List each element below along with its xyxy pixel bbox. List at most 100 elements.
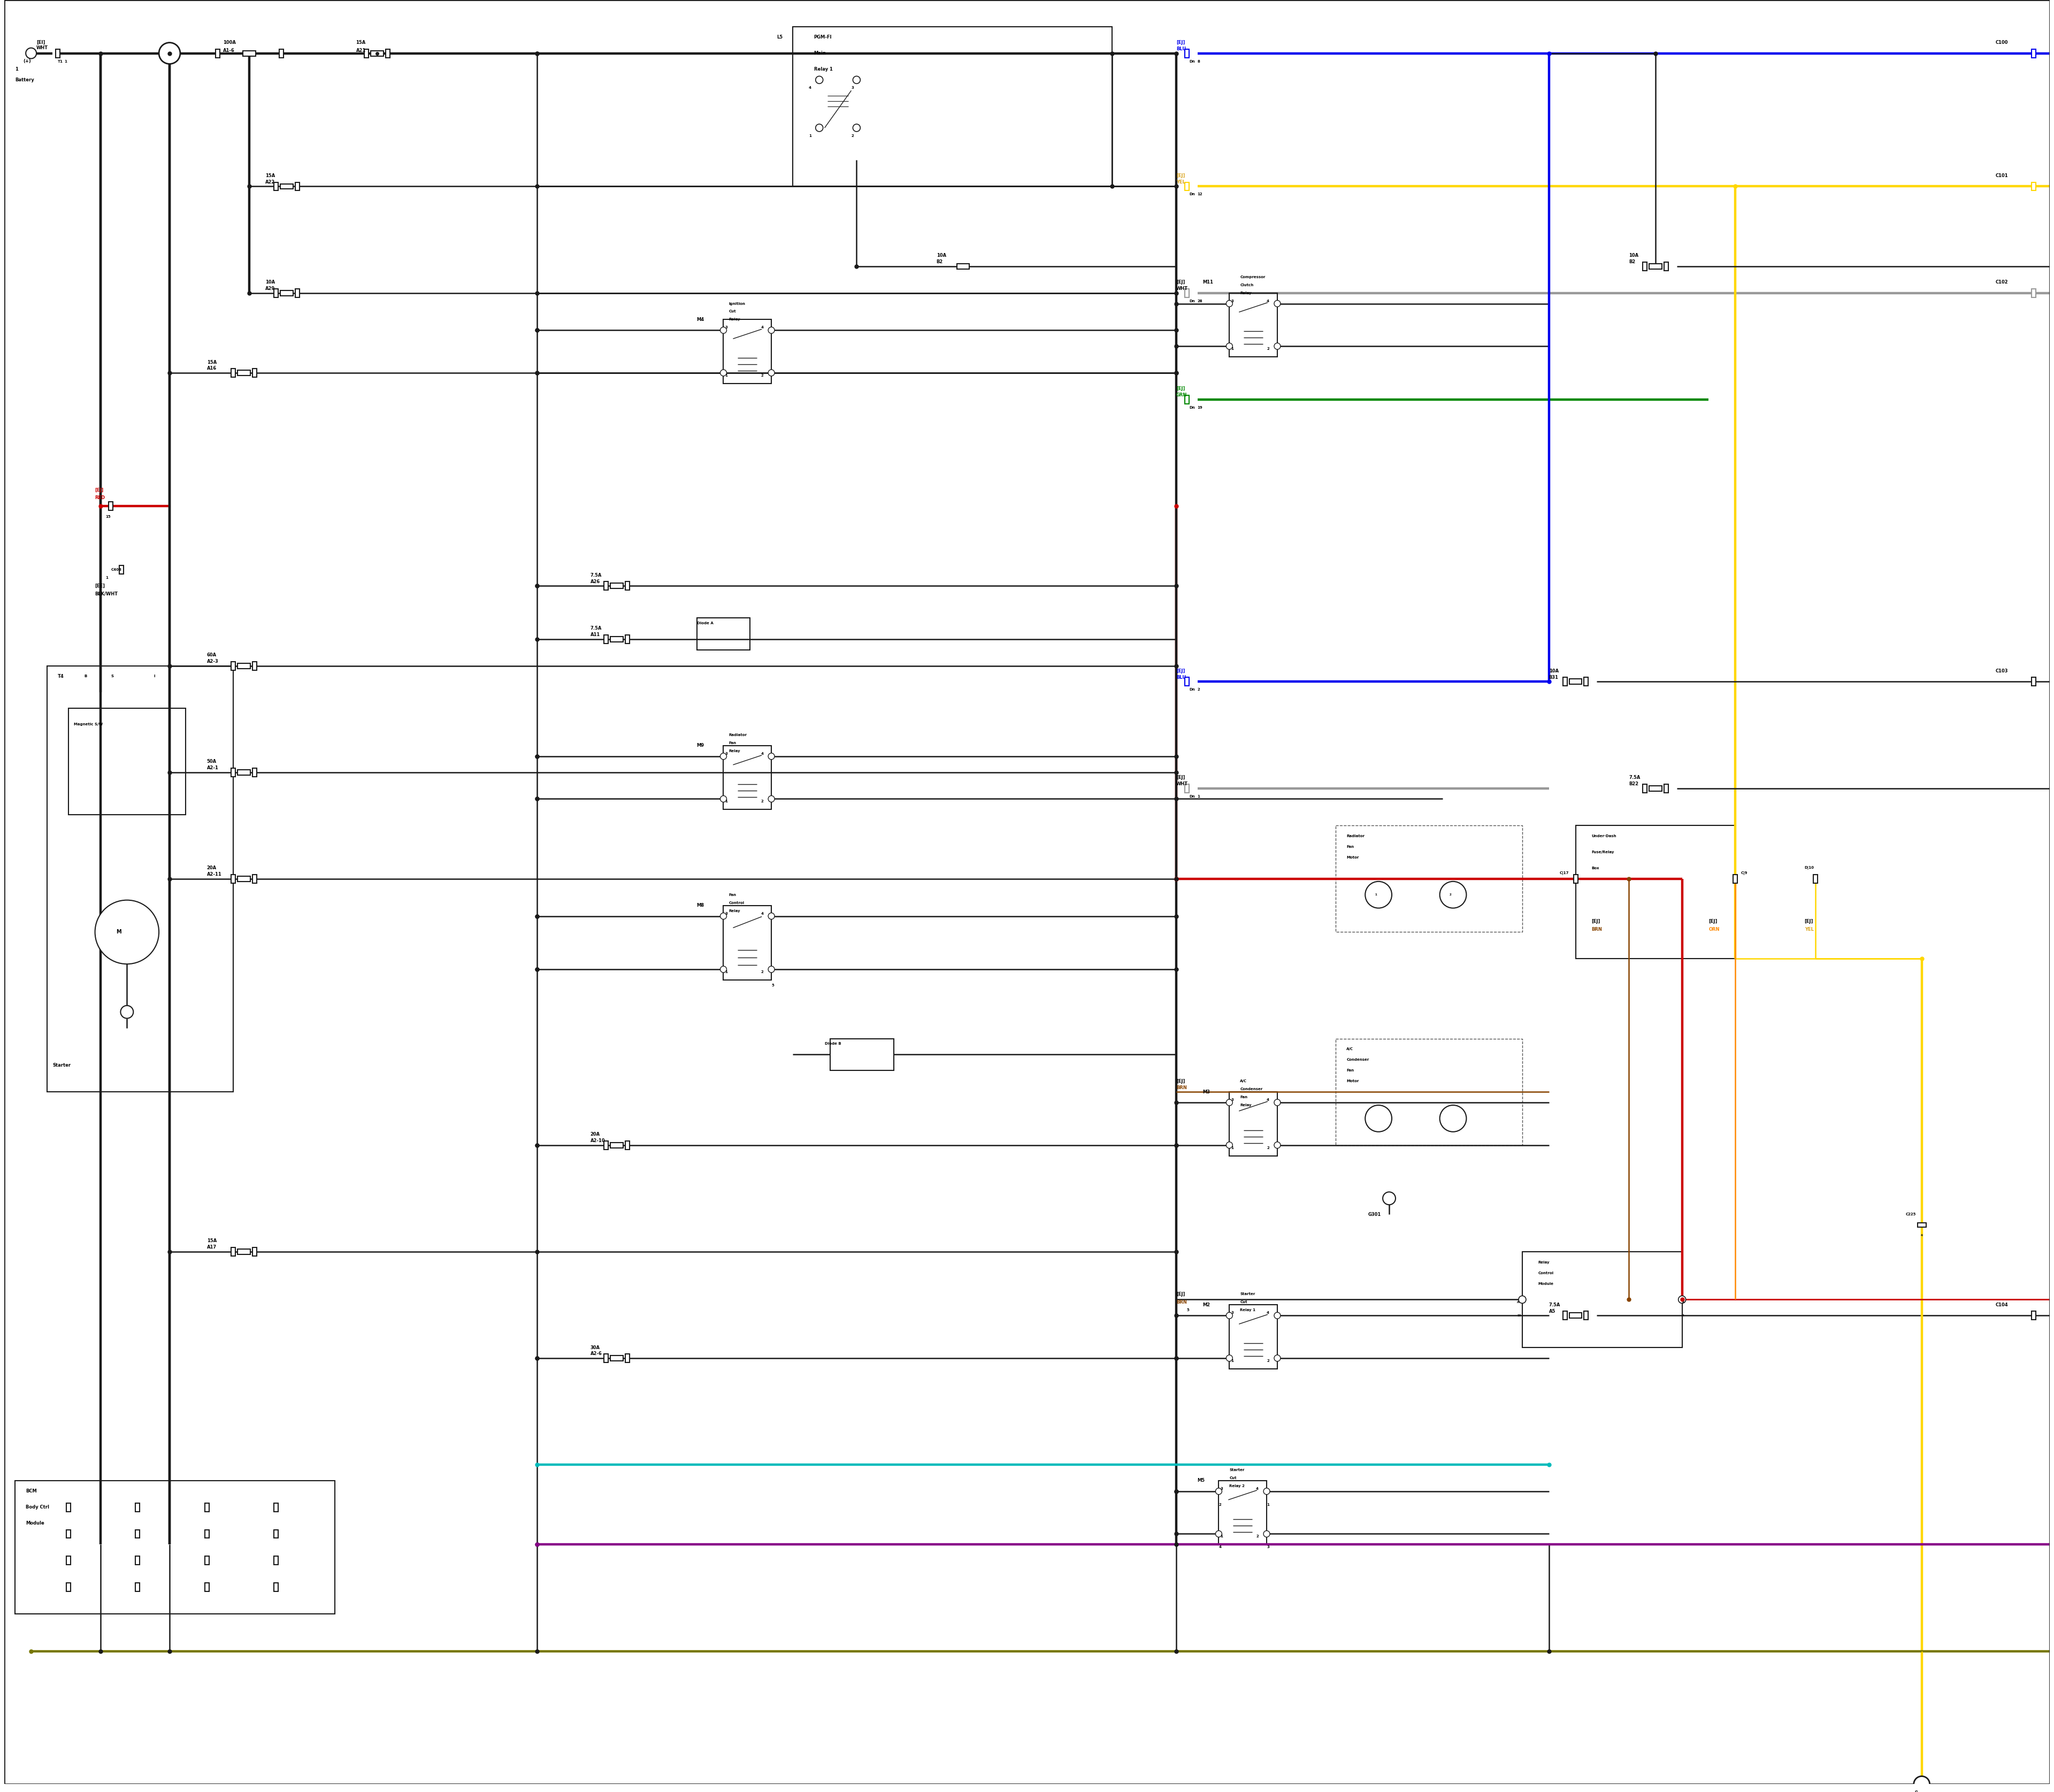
- Bar: [136, 1582, 140, 1591]
- Text: [EJ]: [EJ]: [1709, 919, 1717, 925]
- Circle shape: [1226, 1355, 1232, 1362]
- Bar: [386, 48, 390, 57]
- Text: A: A: [1518, 1301, 1520, 1303]
- Bar: [205, 1530, 210, 1538]
- Text: Relay: Relay: [729, 749, 739, 753]
- Bar: [1649, 785, 1662, 790]
- Text: Condenser: Condenser: [1241, 1088, 1263, 1091]
- Bar: [793, 27, 1111, 186]
- Text: 3: 3: [850, 86, 854, 90]
- Text: 10A: 10A: [265, 280, 275, 285]
- Text: T1: T1: [58, 59, 64, 63]
- Bar: [1185, 677, 1189, 686]
- Bar: [279, 185, 294, 190]
- Text: 4: 4: [760, 753, 764, 754]
- Bar: [604, 582, 608, 590]
- Text: Cut: Cut: [729, 310, 735, 314]
- Text: Dn: Dn: [1189, 688, 1195, 692]
- Text: 3: 3: [725, 326, 727, 330]
- Bar: [1643, 783, 1647, 792]
- Text: A17: A17: [207, 1245, 216, 1249]
- Text: BLK/WHT: BLK/WHT: [94, 591, 117, 597]
- Circle shape: [1273, 1312, 1280, 1319]
- Bar: [1185, 48, 1189, 57]
- Bar: [1185, 289, 1189, 297]
- Text: BLU: BLU: [1177, 676, 1185, 679]
- Circle shape: [1263, 1487, 1269, 1495]
- Text: Main: Main: [813, 50, 826, 56]
- Text: Relay: Relay: [1241, 292, 1251, 294]
- Bar: [296, 289, 300, 297]
- Bar: [68, 708, 185, 815]
- Text: Fuse/Relay: Fuse/Relay: [1592, 851, 1614, 853]
- Text: 7.5A: 7.5A: [589, 625, 602, 631]
- Text: 3: 3: [725, 912, 727, 916]
- Text: [EJ]: [EJ]: [1592, 919, 1600, 925]
- Bar: [1230, 292, 1278, 357]
- Text: RED: RED: [94, 496, 105, 500]
- Text: BRN: BRN: [1177, 1299, 1187, 1305]
- Text: [EJ]: [EJ]: [94, 487, 105, 493]
- Text: Clutch: Clutch: [1241, 283, 1253, 287]
- Circle shape: [815, 77, 824, 84]
- Text: Body Ctrl: Body Ctrl: [27, 1505, 49, 1509]
- Text: M2: M2: [1204, 1303, 1210, 1308]
- Text: WHT: WHT: [37, 45, 47, 50]
- Bar: [1563, 677, 1567, 686]
- Text: Radiator: Radiator: [729, 733, 748, 737]
- Circle shape: [1273, 1355, 1280, 1362]
- Bar: [1569, 1314, 1582, 1319]
- Text: A29: A29: [265, 287, 275, 290]
- Text: [EJ]: [EJ]: [1177, 1079, 1185, 1084]
- Text: 7.5A: 7.5A: [1549, 1303, 1561, 1308]
- Bar: [66, 1582, 70, 1591]
- Text: 1: 1: [725, 799, 727, 803]
- Bar: [273, 183, 277, 190]
- Text: Starter: Starter: [1230, 1468, 1245, 1471]
- Text: 4: 4: [1267, 1098, 1269, 1102]
- Text: A/C: A/C: [1347, 1048, 1354, 1050]
- Text: 4: 4: [1920, 1235, 1923, 1236]
- Bar: [273, 1503, 277, 1511]
- Circle shape: [1382, 1192, 1395, 1204]
- Bar: [830, 1039, 893, 1070]
- Text: ORN: ORN: [1709, 926, 1719, 932]
- Text: B2: B2: [1629, 260, 1635, 265]
- Bar: [232, 369, 236, 376]
- Text: A11: A11: [589, 633, 600, 638]
- Bar: [47, 667, 234, 1091]
- Bar: [624, 1142, 631, 1149]
- Text: A: A: [1682, 1301, 1684, 1303]
- Text: A26: A26: [589, 579, 600, 584]
- Circle shape: [158, 43, 181, 65]
- Bar: [136, 1530, 140, 1538]
- Circle shape: [1678, 1296, 1686, 1303]
- Text: 12: 12: [1197, 194, 1202, 195]
- Text: C225: C225: [1906, 1213, 1916, 1217]
- Text: YEL: YEL: [1805, 926, 1814, 932]
- Circle shape: [721, 912, 727, 919]
- Circle shape: [1273, 301, 1280, 306]
- Text: 1: 1: [1230, 1358, 1234, 1362]
- Bar: [232, 874, 236, 883]
- Text: 3: 3: [1220, 1487, 1222, 1491]
- Bar: [1185, 783, 1189, 792]
- Bar: [238, 663, 251, 668]
- Bar: [238, 769, 251, 774]
- Text: 10A: 10A: [1549, 668, 1559, 674]
- Text: 2: 2: [850, 134, 854, 138]
- Text: Relay: Relay: [1538, 1260, 1551, 1263]
- Circle shape: [94, 900, 158, 964]
- Text: Cut: Cut: [1241, 1301, 1247, 1305]
- Bar: [624, 582, 631, 590]
- Bar: [364, 48, 370, 57]
- Bar: [136, 1503, 140, 1511]
- Text: M8: M8: [696, 903, 705, 909]
- Bar: [1573, 874, 1577, 883]
- Text: M5: M5: [1197, 1478, 1206, 1484]
- Text: Fan: Fan: [1347, 846, 1354, 848]
- Circle shape: [721, 753, 727, 760]
- Text: 2: 2: [1257, 1536, 1259, 1538]
- Text: T4: T4: [58, 674, 64, 679]
- Bar: [1230, 1305, 1278, 1369]
